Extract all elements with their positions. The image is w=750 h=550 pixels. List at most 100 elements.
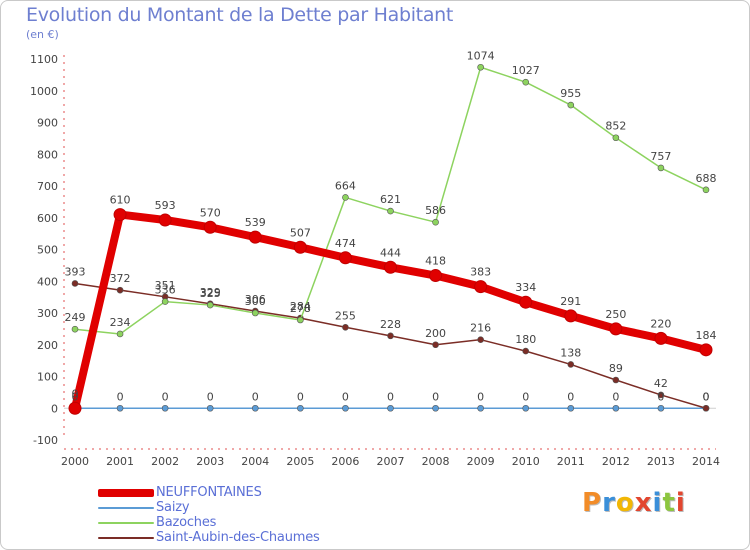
data-point-3-10 [522,347,530,355]
data-label-0-4: 539 [245,216,266,229]
y-tick-label: 200 [37,339,58,352]
data-label-0-9: 383 [470,266,491,279]
data-label-2-12: 852 [605,120,626,133]
data-label-1-10: 0 [522,390,529,403]
data-point-2-0 [71,325,79,333]
data-label-2-0: 249 [65,311,86,324]
data-point-3-1 [116,286,124,294]
data-label-2-5: 278 [290,302,311,315]
legend-swatch-saint-aubin [98,537,154,539]
y-tick-label: 500 [37,244,58,257]
data-point-1-13 [657,404,665,412]
x-tick-label: 2003 [196,455,224,468]
data-point-1-8 [432,404,439,412]
proxiti-logo: Proxiti [582,488,686,518]
data-point-2-2 [161,298,169,305]
y-tick-label: 800 [37,148,58,161]
data-label-0-0: 0 [72,387,79,400]
data-point-0-12 [609,322,623,336]
data-point-2-3 [206,301,214,309]
data-label-3-2: 351 [155,279,176,292]
x-tick-label: 2007 [377,455,405,468]
data-point-1-6 [342,404,349,412]
data-label-3-5: 284 [290,300,311,313]
y-tick-label: 1000 [30,85,58,98]
data-point-1-9 [477,404,484,412]
data-label-2-8: 586 [425,204,446,217]
data-label-2-7: 621 [380,193,401,206]
x-tick-label: 2010 [512,455,540,468]
data-label-1-9: 0 [477,390,484,403]
data-point-3-11 [567,361,575,368]
data-label-3-10: 180 [515,333,536,346]
data-point-2-6 [342,194,349,201]
data-label-1-13: 0 [657,390,664,403]
data-point-3-13 [657,391,665,399]
data-label-1-8: 0 [432,390,439,403]
y-tick-label: 100 [37,371,58,384]
data-point-0-0 [68,401,82,415]
y-tick-label: 400 [37,275,58,288]
legend-swatch-neuffontaines [98,489,154,497]
legend-swatch-bazoches [98,522,154,524]
data-label-0-12: 250 [605,308,626,321]
data-label-0-11: 291 [560,295,581,308]
x-tick-label: 2005 [286,455,314,468]
legend-label-saizy: Saizy [156,500,190,515]
data-point-0-4 [248,230,262,244]
legend-label-neuffontaines: NEUFFONTAINES [156,485,262,500]
data-label-0-3: 570 [200,206,221,219]
data-label-3-6: 255 [335,309,356,322]
data-label-0-8: 418 [425,255,446,268]
y-tick-label: 300 [37,307,58,320]
data-label-2-10: 1027 [512,64,540,77]
data-point-2-10 [522,78,530,86]
y-tick-label: 0 [51,402,58,415]
data-point-3-12 [612,376,620,384]
data-point-3-6 [342,323,349,331]
data-label-1-5: 0 [297,390,304,403]
data-label-2-4: 300 [245,295,266,308]
x-tick-label: 2008 [422,455,450,468]
x-tick-label: 2006 [331,455,359,468]
data-point-2-5 [297,316,304,324]
x-tick-label: 2013 [647,455,675,468]
y-tick-label: 600 [37,212,58,225]
data-label-3-8: 200 [425,327,446,340]
x-tick-label: 2012 [602,455,630,468]
data-point-1-2 [161,404,169,412]
data-label-0-7: 444 [380,246,401,259]
data-point-0-2 [158,213,172,227]
data-point-0-1 [113,208,127,222]
data-label-3-7: 228 [380,318,401,331]
data-point-1-12 [612,404,620,412]
data-point-3-9 [477,336,484,343]
data-label-1-6: 0 [342,390,349,403]
data-point-3-8 [432,341,439,349]
data-point-1-11 [567,404,575,412]
data-label-1-2: 0 [162,390,169,403]
data-point-2-13 [657,164,665,172]
data-label-3-13: 42 [654,377,668,390]
data-point-0-7 [384,260,397,274]
data-point-0-14 [699,343,713,357]
data-label-1-3: 0 [207,390,214,403]
data-point-0-11 [564,309,578,323]
data-label-3-3: 329 [200,286,221,299]
data-label-3-14: 0 [703,390,710,403]
data-label-0-13: 220 [650,317,671,330]
data-point-2-8 [432,218,439,226]
data-label-0-2: 593 [155,199,176,212]
data-point-0-9 [474,280,488,294]
data-point-0-6 [338,251,352,265]
y-tick-label: 1100 [30,53,58,66]
data-label-0-14: 184 [696,329,717,342]
x-tick-label: 2014 [692,455,720,468]
data-label-2-3: 325 [200,287,221,300]
chart-title: Evolution du Montant de la Dette par Hab… [26,4,454,26]
data-label-3-11: 138 [560,346,581,359]
x-tick-label: 2001 [106,455,134,468]
data-point-2-12 [612,134,620,142]
